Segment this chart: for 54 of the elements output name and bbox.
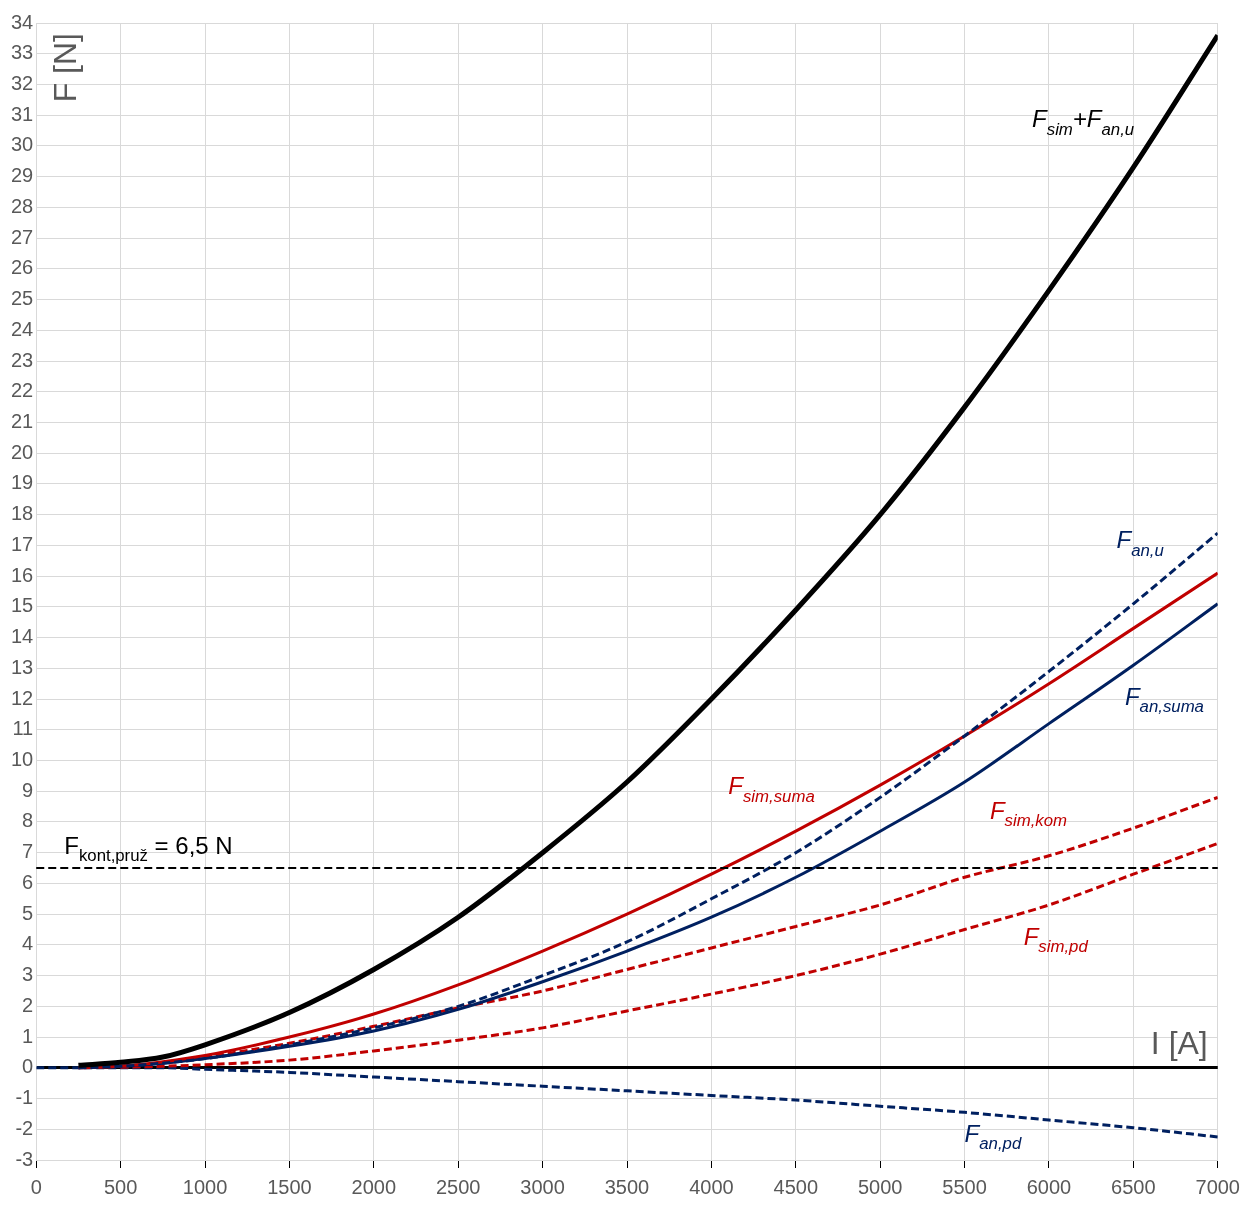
y-tick-label: 15 bbox=[11, 594, 34, 617]
x-tick-label: 6000 bbox=[1026, 1175, 1072, 1198]
y-tick-label: 9 bbox=[22, 778, 34, 801]
x-tick-label: 2000 bbox=[351, 1175, 397, 1198]
x-tick-label: 4000 bbox=[689, 1175, 734, 1198]
x-tick-label: 3000 bbox=[520, 1175, 565, 1198]
y-tick-label: 24 bbox=[11, 317, 34, 340]
y-tick-label: 28 bbox=[11, 194, 34, 217]
x-tick-label: 5500 bbox=[942, 1175, 987, 1198]
y-tick-label: 31 bbox=[11, 102, 34, 125]
y-tick-label: 34 bbox=[11, 10, 34, 33]
y-tick-label: 12 bbox=[11, 686, 34, 709]
y-tick-label: 10 bbox=[11, 748, 34, 771]
y-tick-label: 1 bbox=[22, 1024, 34, 1047]
x-tick-label: 500 bbox=[103, 1175, 138, 1198]
y-tick-label: 17 bbox=[11, 532, 34, 555]
y-tick-label: 11 bbox=[12, 717, 34, 740]
y-tick-label: 16 bbox=[11, 563, 34, 586]
x-tick-label: 5000 bbox=[857, 1175, 903, 1198]
y-tick-label: 27 bbox=[11, 225, 34, 248]
x-tick-label: 7000 bbox=[1195, 1175, 1240, 1198]
y-tick-label: 2 bbox=[22, 993, 34, 1016]
y-tick-label: -2 bbox=[15, 1116, 34, 1139]
y-tick-label: 33 bbox=[11, 41, 34, 64]
y-tick-label: 32 bbox=[11, 71, 34, 94]
y-tick-label: 20 bbox=[11, 440, 34, 463]
y-tick-label: 5 bbox=[22, 901, 34, 924]
y-tick-label: 13 bbox=[11, 655, 34, 678]
y-tick-label: 3 bbox=[22, 963, 34, 986]
y-tick-label: -3 bbox=[15, 1147, 34, 1170]
x-tick-label: 6500 bbox=[1111, 1175, 1156, 1198]
y-tick-label: 23 bbox=[11, 348, 34, 371]
y-tick-label: 18 bbox=[11, 502, 34, 525]
y-tick-label: 30 bbox=[11, 133, 34, 156]
y-tick-label: 29 bbox=[11, 164, 34, 187]
y-tick-label: 0 bbox=[22, 1055, 34, 1078]
y-tick-label: 7 bbox=[22, 840, 34, 863]
y-tick-label: 26 bbox=[11, 256, 34, 279]
x-tick-label: 3500 bbox=[604, 1175, 650, 1198]
y-tick-label: 14 bbox=[11, 625, 34, 648]
y-tick-label: 22 bbox=[11, 379, 34, 402]
y-tick-label: 19 bbox=[11, 471, 34, 494]
x-tick-label: 4500 bbox=[773, 1175, 819, 1198]
y-tick-label: 6 bbox=[22, 870, 34, 893]
y-tick-label: 8 bbox=[22, 809, 34, 832]
y-tick-label: 21 bbox=[11, 410, 34, 432]
x-tick-label: 1500 bbox=[267, 1175, 312, 1198]
x-axis-title: I [A] bbox=[1150, 1024, 1208, 1061]
y-tick-label: 4 bbox=[22, 932, 34, 955]
x-tick-label: 1000 bbox=[182, 1175, 228, 1198]
x-tick-label: 2500 bbox=[435, 1175, 481, 1198]
y-tick-label: 25 bbox=[11, 287, 34, 310]
y-axis-title: F [N] bbox=[47, 33, 84, 103]
y-tick-label: -1 bbox=[15, 1086, 34, 1109]
